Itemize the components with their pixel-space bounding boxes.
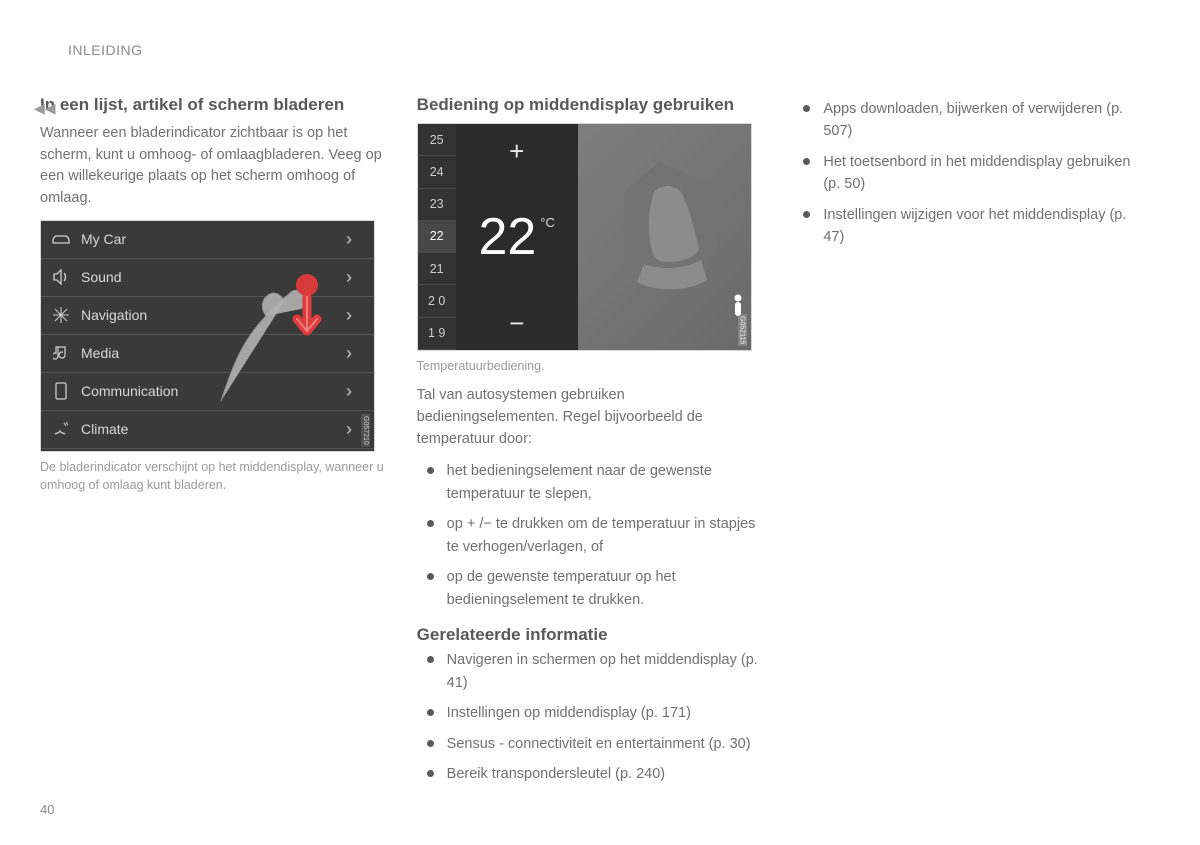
- column-2: Bediening op middendisplay gebruiken 25 …: [417, 94, 764, 795]
- list-item-label: My Car: [81, 231, 346, 247]
- temp-tick[interactable]: 24: [418, 156, 456, 188]
- list-row-climate[interactable]: Climate ›: [41, 411, 374, 449]
- seat-panel: [578, 124, 751, 350]
- col1-heading: In een lijst, artikel of scherm bladeren: [40, 94, 387, 117]
- figure2-caption: Temperatuurbediening.: [417, 357, 764, 375]
- col3-bullets: Apps downloaden, bijwerken of verwijdere…: [793, 98, 1140, 249]
- related-item: Sensus - connectiviteit en entertainment…: [417, 733, 764, 755]
- chevron-right-icon: ›: [346, 381, 374, 402]
- sound-icon: [41, 269, 81, 285]
- related-list: Navigeren in schermen op het middendispl…: [417, 649, 764, 785]
- column-3: Apps downloaden, bijwerken of verwijdere…: [793, 94, 1140, 795]
- related-item: Navigeren in schermen op het middendispl…: [417, 649, 764, 694]
- col2-intro: Tal van autosystemen gebruiken bediening…: [417, 385, 764, 450]
- figure-code: G052115: [738, 314, 747, 346]
- bullet-item: Het toetsenbord in het middendisplay geb…: [793, 151, 1140, 196]
- col1-body: Wanneer een bladerindicator zichtbaar is…: [40, 123, 387, 210]
- list-row-mycar[interactable]: My Car ›: [41, 221, 374, 259]
- temp-minus-button[interactable]: −: [509, 310, 524, 336]
- temp-value: 22: [478, 211, 536, 263]
- columns: In een lijst, artikel of scherm bladeren…: [40, 94, 1140, 795]
- temp-control-panel: 25 24 23 22 21 2 0 1 9 + 22 °C: [418, 124, 578, 350]
- figure-temperature-screenshot: 25 24 23 22 21 2 0 1 9 + 22 °C: [417, 123, 752, 351]
- chevron-right-icon: ›: [346, 305, 374, 326]
- list-item-label: Climate: [81, 421, 346, 437]
- related-heading: Gerelateerde informatie: [417, 625, 764, 645]
- col2-bullets: het bedieningselement naar de gewenste t…: [417, 460, 764, 611]
- navigation-icon: [41, 306, 81, 324]
- figure-code: G057210: [361, 414, 370, 447]
- page-number: 40: [40, 802, 54, 817]
- temp-unit: °C: [540, 215, 555, 230]
- temp-tick[interactable]: 25: [418, 124, 456, 156]
- figure-list-screenshot: My Car › Sound › Navigation ›: [40, 220, 375, 452]
- bullet-item: Instellingen wijzigen voor het middendis…: [793, 204, 1140, 249]
- temp-tick-selected[interactable]: 22: [418, 221, 456, 253]
- page: INLEIDING ◀◀ In een lijst, artikel of sc…: [0, 0, 1200, 845]
- bullet-item: op + /− te drukken om de temperatuur in …: [417, 513, 764, 558]
- temp-display: 22 °C: [478, 211, 554, 263]
- temp-tick[interactable]: 23: [418, 189, 456, 221]
- temp-ruler[interactable]: 25 24 23 22 21 2 0 1 9: [418, 124, 456, 350]
- communication-icon: [41, 382, 81, 400]
- col2-heading: Bediening op middendisplay gebruiken: [417, 94, 764, 117]
- chevron-right-icon: ›: [346, 267, 374, 288]
- swipe-hand-icon: [211, 261, 341, 411]
- figure1-caption: De bladerindicator verschijnt op het mid…: [40, 458, 387, 494]
- seat-icon: [599, 152, 729, 322]
- chevron-right-icon: ›: [346, 229, 374, 250]
- related-item: Instellingen op middendisplay (p. 171): [417, 702, 764, 724]
- temp-main: + 22 °C −: [456, 124, 578, 350]
- column-1: In een lijst, artikel of scherm bladeren…: [40, 94, 387, 795]
- bullet-item: Apps downloaden, bijwerken of verwijdere…: [793, 98, 1140, 143]
- temp-tick[interactable]: 1 9: [418, 318, 456, 350]
- chevron-right-icon: ›: [346, 343, 374, 364]
- related-item: Bereik transpondersleutel (p. 240): [417, 763, 764, 785]
- temp-tick[interactable]: 2 0: [418, 285, 456, 317]
- temp-plus-button[interactable]: +: [509, 138, 524, 164]
- media-icon: [41, 345, 81, 361]
- temp-tick[interactable]: 21: [418, 253, 456, 285]
- bullet-item: het bedieningselement naar de gewenste t…: [417, 460, 764, 505]
- section-header: INLEIDING: [68, 42, 1140, 58]
- climate-icon: [41, 421, 81, 437]
- continued-marker-icon: ◀◀: [34, 100, 56, 117]
- car-icon: [41, 232, 81, 246]
- bullet-item: op de gewenste temperatuur op het bedien…: [417, 566, 764, 611]
